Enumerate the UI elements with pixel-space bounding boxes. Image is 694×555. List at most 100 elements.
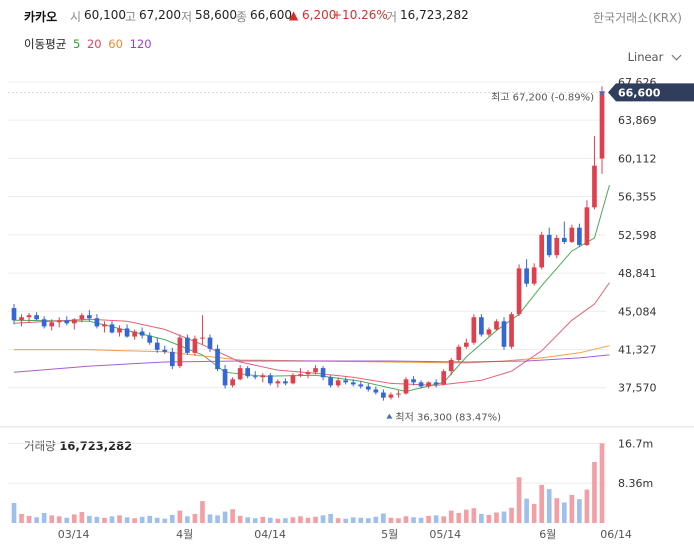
volume-bar <box>19 513 24 523</box>
current-price-tag <box>608 83 694 102</box>
volume-bar <box>49 515 55 523</box>
volume-bar <box>79 512 85 523</box>
candle-body <box>343 380 349 383</box>
candle-body <box>102 324 107 327</box>
candle-body <box>320 368 326 378</box>
x-axis-label: 05/14 <box>429 528 461 541</box>
volume-bar <box>11 502 17 523</box>
candle-body <box>275 381 281 384</box>
candle-body <box>335 380 341 386</box>
candle-body <box>222 369 228 386</box>
candle-body <box>207 337 213 349</box>
volume-bar <box>245 517 251 523</box>
volume-bar <box>509 507 514 523</box>
candle-body <box>79 315 85 320</box>
candle-body <box>358 384 364 387</box>
candle-body <box>215 348 220 370</box>
candle-body <box>509 314 514 347</box>
volume-bar <box>577 499 582 523</box>
candle-body <box>34 315 39 320</box>
price-grid <box>0 81 694 428</box>
candle-body <box>230 379 235 386</box>
volume-bars <box>11 443 605 523</box>
volume-bar <box>313 516 318 523</box>
volume-tick-label: 8.36m <box>618 477 653 490</box>
candle-body <box>426 382 431 387</box>
volume-bar <box>471 508 477 523</box>
x-axis-label: 6월 <box>539 528 556 541</box>
candle-body <box>577 227 582 245</box>
volume-bar <box>275 518 281 523</box>
volume-bar <box>524 498 529 523</box>
volume-bar <box>411 517 416 523</box>
volume-bar <box>494 512 499 523</box>
volume-bar <box>456 512 462 523</box>
volume-bar <box>403 516 409 523</box>
volume-bar <box>109 516 115 523</box>
volume-bar <box>335 518 341 523</box>
candle-body <box>19 317 24 321</box>
candle-body <box>290 375 296 384</box>
ma60-legend: 60 <box>108 37 123 51</box>
volume-bar <box>200 501 205 523</box>
candle-body <box>252 376 258 378</box>
candle-body <box>200 337 205 339</box>
candle-body <box>448 359 454 372</box>
candle-body <box>531 267 537 284</box>
low-label: 저 <box>181 10 193 24</box>
price-tick-label: 45,084 <box>618 305 657 318</box>
volume-panel-value: 16,723,282 <box>59 439 133 453</box>
candle-body <box>154 342 160 350</box>
volume-bar <box>192 513 198 523</box>
volume-bar <box>26 515 32 523</box>
price-tick-label: 37,570 <box>618 382 657 395</box>
moving-average-label: 이동평균 <box>24 37 67 51</box>
candle-body <box>177 337 183 367</box>
high-label: 고 <box>125 10 137 24</box>
volume-bar <box>599 443 605 523</box>
candle-body <box>388 394 394 398</box>
candle-body <box>132 331 137 337</box>
volume-bar <box>154 517 160 523</box>
scale-selector-label: Linear <box>627 50 664 64</box>
candle-body <box>56 320 62 323</box>
volume-bar <box>358 517 364 523</box>
volume-bar <box>207 514 213 523</box>
candle-body <box>26 315 32 318</box>
candle-body <box>109 324 115 333</box>
volume-bar <box>343 518 349 523</box>
candle-body <box>524 268 529 284</box>
candle-body <box>64 320 70 324</box>
scale-selector[interactable]: Linear <box>627 50 682 64</box>
candle-body <box>313 368 318 373</box>
candle-body <box>283 381 288 384</box>
price-tick-label: 48,841 <box>618 267 657 280</box>
candle-body <box>237 368 243 380</box>
candle-body <box>11 308 17 321</box>
annotations: 최고 67,200 (-0.89%) 최저 36,300 (83.47%) 66,6… <box>8 83 694 424</box>
volume-bar <box>41 512 47 523</box>
volume-bar <box>139 516 145 523</box>
volume-bar <box>34 517 39 523</box>
volume-bar <box>290 517 296 523</box>
volume-bar <box>177 510 183 523</box>
high-marker-icon <box>599 91 605 97</box>
moving-average-legend[interactable]: 이동평균 5 20 60 120 <box>24 36 155 52</box>
high-price: 67,200 <box>139 8 181 22</box>
candle-body <box>147 335 153 343</box>
price-tick-label: 56,355 <box>618 191 657 204</box>
candle-body <box>298 374 303 376</box>
x-axis-label: 03/14 <box>58 528 90 541</box>
volume-bar <box>237 515 243 523</box>
candle-body <box>373 389 379 393</box>
volume-bar <box>426 515 431 523</box>
volume-bar <box>381 513 386 523</box>
volume-bar <box>147 515 153 523</box>
volume-bar <box>365 518 371 523</box>
volume-bar <box>298 516 303 523</box>
volume-bar <box>328 513 333 523</box>
low-price: 58,600 <box>195 8 237 22</box>
volume-bar <box>501 511 507 523</box>
candle-body <box>479 317 484 335</box>
